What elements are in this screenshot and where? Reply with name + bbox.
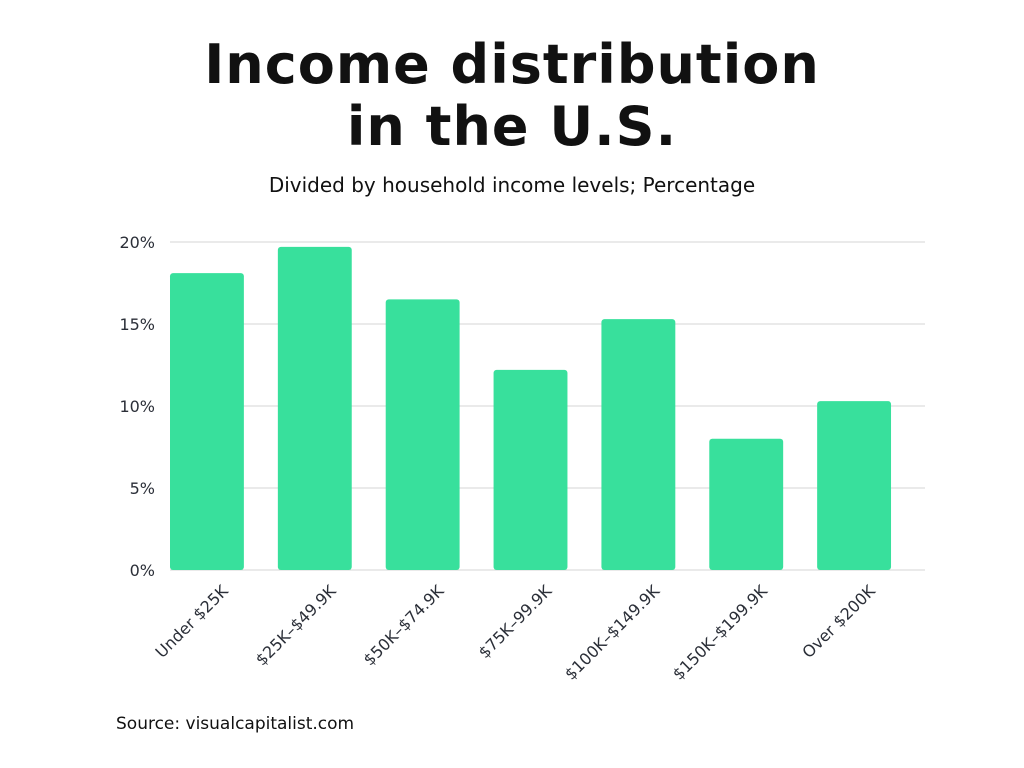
x-category-label: $75K–99.9K	[475, 581, 556, 662]
bar	[385, 299, 460, 570]
bars	[170, 246, 892, 571]
bar	[817, 401, 892, 570]
x-category-label: Under $25K	[151, 581, 232, 662]
x-category-label: $25K–$49.9K	[252, 581, 340, 669]
bar	[709, 438, 784, 570]
chart-title: Income distribution in the U.S.	[0, 34, 1024, 158]
x-category-label: $50K–$74.9K	[360, 581, 448, 669]
y-tick-label: 5%	[130, 479, 155, 498]
chart-title-line-1: Income distribution	[204, 33, 820, 96]
y-tick-label: 0%	[130, 561, 155, 580]
y-tick-label: 20%	[119, 233, 155, 252]
x-axis-labels: Under $25K $25K–$49.9K $50K–$74.9K $75K–99.…	[151, 581, 879, 684]
bar	[170, 273, 244, 570]
y-tick-label: 10%	[119, 397, 155, 416]
x-category-label: $150K–$199.9K	[669, 581, 772, 684]
chart-title-line-2: in the U.S.	[346, 95, 678, 158]
bar	[277, 246, 352, 571]
chart-subtitle: Divided by household income levels; Perc…	[268, 173, 756, 197]
bar	[601, 319, 676, 570]
bar	[493, 369, 568, 570]
x-category-label: Over $200K	[798, 581, 879, 662]
y-tick-label: 15%	[119, 315, 155, 334]
y-axis-ticks: 0% 5% 10% 15% 20%	[119, 233, 155, 580]
source-note: Source: visualcapitalist.com	[116, 714, 355, 734]
x-category-label: $100K–$149.9K	[561, 581, 664, 684]
